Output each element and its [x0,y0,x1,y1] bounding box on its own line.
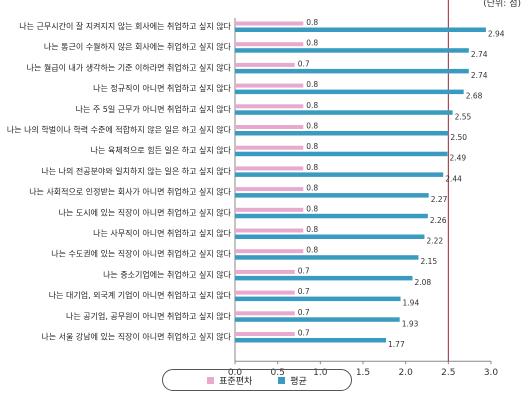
bar-mean [235,89,464,95]
category-label: 나는 나의 학벌이나 학력 수준에 적합하지 않은 일은 하고 싶지 않다 [7,125,232,135]
category-label: 나는 정규직이 아니면 취업하고 싶지 않다 [93,83,231,93]
bar-mean [235,151,448,157]
bar-sd [235,269,295,274]
bar-sd-value: 0.7 [298,59,310,68]
x-tick-label: 2.0 [399,368,414,378]
category-label: 나는 나의 전공분야와 일치하지 않는 일은 하고 싶지 않다 [41,166,231,176]
legend-item-sd: 표준편차 [207,374,252,387]
bar-sd-value: 0.8 [306,204,318,213]
bar-mean-value: 2.68 [466,92,483,101]
bar-sd [235,83,304,88]
bar-sd-value: 0.8 [306,122,318,131]
bar-mean [235,110,453,115]
category-label: 나는 공기업, 공무원이 아니면 취업하고 싶지 않다 [66,311,232,321]
bar-sd-value: 0.8 [306,101,318,110]
category-label: 나는 근무시간이 잘 지켜지지 않는 회사에는 취업하고 싶지 않다 [19,21,231,31]
bar-sd-value: 0.8 [306,184,318,193]
bar-mean-value: 1.77 [388,340,405,349]
x-tick-label: 1.5 [356,368,370,378]
bar-mean [235,172,444,177]
bar-sd [235,290,295,295]
bar-sd-value: 0.7 [298,287,310,296]
x-tick-label: 0.0 [228,368,243,378]
bar-mean-value: 2.50 [450,133,467,142]
legend-label-mean: 평균 [290,376,307,387]
bar-mean [235,131,449,136]
legend-item-mean: 평균 [278,374,307,387]
x-tick-label: 1.0 [313,368,328,378]
category-label: 나는 대기업, 외국계 기업이 아니면 취업하고 싶지 않다 [49,290,232,300]
bar-sd [235,249,304,254]
bar-sd [235,332,295,336]
bar-mean-value: 2.49 [449,154,466,163]
bar-sd-value: 0.8 [306,80,318,89]
bar-mean [235,296,401,302]
bar-mean-value: 2.55 [455,112,472,121]
bar-sd [235,21,304,26]
bar-sd [235,311,295,316]
category-label: 나는 월급이 내가 생각하는 기준 이하라면 취업하고 싶지 않다 [27,62,232,72]
category-label: 나는 육체적으로 힘든 일은 하고 싶지 않다 [91,145,232,155]
bar-mean [235,48,469,53]
bar-sd-value: 0.7 [298,329,310,338]
bar-mean-value: 2.08 [414,278,431,287]
bar-sd-value: 0.8 [306,18,318,27]
bar-sd [235,207,304,212]
x-tick-label: 0.5 [271,368,285,378]
category-label: 나는 통근이 수월하지 않은 회사에는 취업하고 싶지 않다 [44,42,232,52]
bar-mean-value: 1.93 [402,319,419,328]
bar-mean-value: 2.74 [471,50,488,59]
bar-mean [235,213,428,219]
bar-mean-value: 2.15 [420,257,437,266]
bar-mean-value: 2.26 [430,216,447,225]
unit-label: (단위: 점) [483,0,521,9]
bar-sd-value: 0.8 [306,39,318,48]
bar-sd [235,125,304,129]
bar-mean-value: 2.44 [445,174,462,183]
bar-sd [235,104,304,109]
bar-sd-value: 0.8 [306,142,318,151]
bar-mean [235,27,486,32]
bar-mean-value: 2.94 [488,30,505,39]
bar-sd-value: 0.8 [306,163,318,172]
category-label: 나는 주 5일 근무가 아니면 취업하고 싶지 않다 [76,104,232,114]
bar-mean [235,275,413,281]
bar-sd [235,62,295,67]
bar-mean [235,68,469,74]
bar-mean [235,193,429,198]
bar-sd [235,166,304,171]
bar-mean [235,338,387,343]
chart-legend: 표준편차 평균 [162,369,352,391]
bar-mean-value: 2.27 [431,195,448,204]
category-label: 나는 사무직이 아니면 취업하고 싶지 않다 [93,228,231,238]
bar-mean [235,234,425,239]
bar-sd [235,228,304,233]
bar-mean [235,317,400,322]
legend-label-sd: 표준편차 [219,376,253,387]
category-label: 나는 도시에 있는 직장이 아니면 취업하고 싶지 않다 [59,207,232,217]
bar-mean-value: 2.74 [471,71,488,80]
category-label: 나는 사회적으로 인정받는 회사가 아니면 취업하고 싶지 않다 [29,187,231,197]
bar-sd [235,187,304,192]
x-tick-label: 3.0 [484,368,499,378]
bar-sd-value: 0.8 [306,225,318,234]
bar-mean-value: 1.94 [403,299,420,308]
bar-mean [235,255,419,260]
legend-swatch-mean [278,376,286,384]
bar-sd-value: 0.7 [298,308,310,317]
category-label: 나는 중소기업에는 취업하고 싶지 않다 [103,269,232,279]
bar-sd-value: 0.8 [306,246,318,255]
bar-mean-value: 2.22 [426,237,443,246]
category-label: 나는 수도권에 있는 직장이 아니면 취업하고 싶지 않다 [51,249,231,259]
bar-sd [235,42,304,47]
x-tick-label: 2.5 [441,368,455,378]
category-label: 나는 서울 강남에 있는 직장이 아니면 취업하고 싶지 않다 [41,332,231,342]
bar-sd [235,145,304,150]
bar-sd-value: 0.7 [298,266,310,275]
legend-swatch-sd [207,376,215,384]
